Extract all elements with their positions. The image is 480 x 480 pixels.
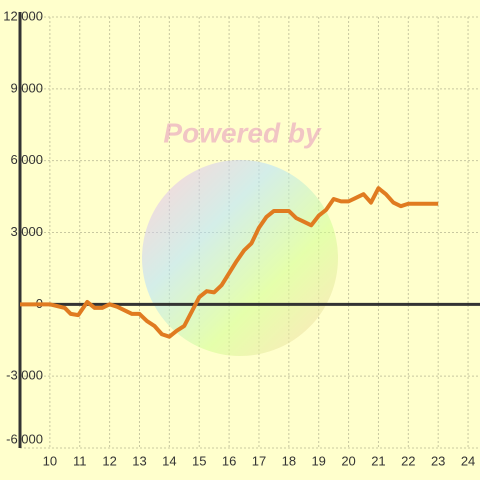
x-tick-label: 13	[132, 453, 146, 468]
x-tick-label: 14	[162, 453, 176, 468]
x-tick-label: 21	[371, 453, 385, 468]
y-tick-label: 9,000	[10, 80, 43, 95]
x-tick-label: 16	[222, 453, 236, 468]
line-series	[20, 186, 439, 339]
x-tick-label: 20	[341, 453, 355, 468]
x-tick-label: 23	[431, 453, 445, 468]
x-tick-label: 10	[43, 453, 57, 468]
y-tick-label: -3,000	[6, 368, 43, 383]
plot: -6,000-3,00003,0006,0009,00012,000101112…	[3, 8, 480, 468]
x-tick-label: 24	[461, 453, 475, 468]
x-tick-label: 11	[73, 453, 87, 468]
y-tick-label: 6,000	[10, 152, 43, 167]
x-tick-label: 12	[102, 453, 116, 468]
watermark-text: Powered by	[163, 117, 322, 148]
x-tick-label: 18	[282, 453, 296, 468]
y-tick-label: 12,000	[3, 8, 43, 23]
x-tick-label: 22	[401, 453, 415, 468]
x-tick-label: 19	[311, 453, 325, 468]
x-tick-label: 15	[192, 453, 206, 468]
y-tick-label: -6,000	[6, 431, 43, 446]
x-tick-label: 17	[252, 453, 266, 468]
y-tick-label: 3,000	[10, 224, 43, 239]
